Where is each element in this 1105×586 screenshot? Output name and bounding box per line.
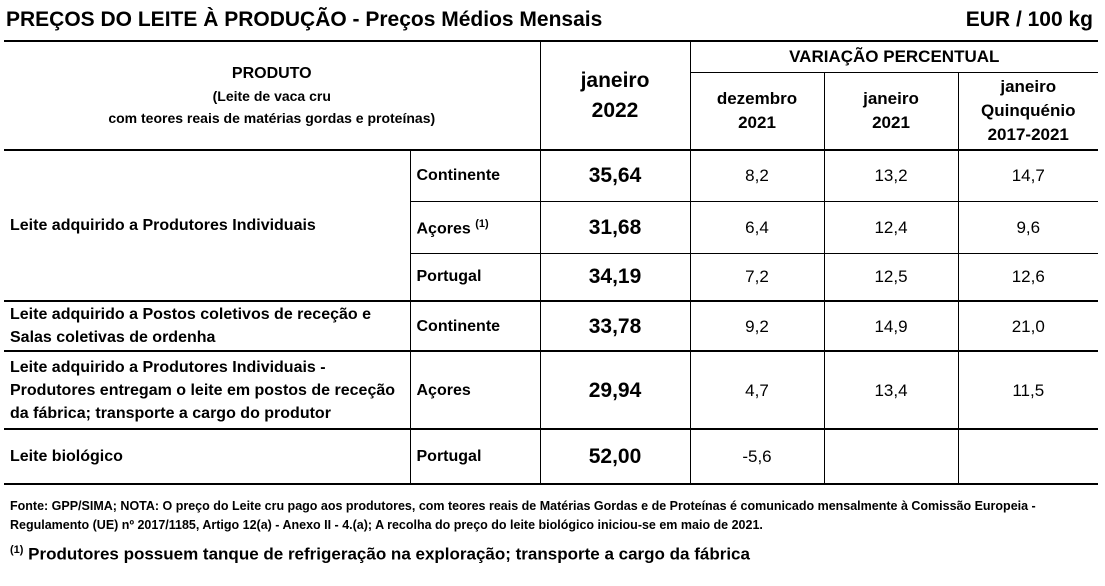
table-row: Leite adquirido a Produtores Individuais… xyxy=(4,351,1099,430)
price-value: 52,00 xyxy=(540,429,691,485)
group-label-postos-rececao-fabrica: Leite adquirido a Produtores Individuais… xyxy=(4,351,411,430)
header-current-l2: 2022 xyxy=(591,98,639,122)
var-col-2-l3: 2017-2021 xyxy=(987,124,1069,144)
header-var-dec2021: dezembro 2021 xyxy=(690,72,825,151)
group-label-l1: Leite adquirido a Produtores Individuais… xyxy=(10,358,326,376)
header-produto-sub2: com teores reais de matérias gordas e pr… xyxy=(108,110,436,126)
var-jan-value: 14,9 xyxy=(824,301,959,352)
var-col-1-l2: 2021 xyxy=(872,112,910,132)
price-value: 34,19 xyxy=(540,253,691,302)
var-quinq-value: 21,0 xyxy=(958,301,1099,352)
region-cell: Portugal xyxy=(410,429,541,485)
var-quinq-value: 11,5 xyxy=(958,351,1099,430)
unit-label: EUR / 100 kg xyxy=(965,8,1093,31)
table-row: Leite adquirido a Produtores Individuais… xyxy=(4,150,1099,302)
price-value: 31,68 xyxy=(540,201,691,254)
region-cell: Portugal xyxy=(410,253,541,302)
var-dec-value: 8,2 xyxy=(690,150,825,202)
var-quinq-value: 12,6 xyxy=(958,253,1099,302)
region-label: Açores xyxy=(416,220,471,238)
header-current-l1: janeiro xyxy=(580,68,650,92)
header-current-period: janeiro 2022 xyxy=(540,41,691,151)
var-dec-value: -5,6 xyxy=(690,429,825,485)
milk-price-table: PRODUTO (Leite de vaca cru com teores re… xyxy=(4,40,1099,485)
group-label-leite-biologico: Leite biológico xyxy=(4,429,411,485)
group-label-postos-coletivos: Leite adquirido a Postos coletivos de re… xyxy=(4,301,411,352)
var-col-2-l1: janeiro xyxy=(1000,76,1057,96)
var-jan-value: 13,4 xyxy=(824,351,959,430)
region-cell: Continente xyxy=(410,150,541,202)
var-jan-value: 12,4 xyxy=(824,201,959,254)
region-cell: Açores (1) xyxy=(410,201,541,254)
source-note: Fonte: GPP/SIMA; NOTA: O preço do Leite … xyxy=(10,499,1036,532)
header-produto: PRODUTO (Leite de vaca cru com teores re… xyxy=(4,41,541,151)
header-produto-sub1: (Leite de vaca cru xyxy=(212,88,331,104)
table-row: Leite biológico Portugal 52,00 -5,6 xyxy=(4,429,1099,485)
var-col-0-l2: 2021 xyxy=(738,112,776,132)
var-jan-value: 12,5 xyxy=(824,253,959,302)
var-quinq-value xyxy=(958,429,1099,485)
footnote-marker: (1) xyxy=(10,544,24,556)
var-quinq-value: 9,6 xyxy=(958,201,1099,254)
var-dec-value: 9,2 xyxy=(690,301,825,352)
header-variacao: VARIAÇÃO PERCENTUAL xyxy=(690,41,1099,73)
var-col-0-l1: dezembro xyxy=(716,88,798,108)
footnote-text: Produtores possuem tanque de refrigeraçã… xyxy=(23,544,750,564)
var-jan-value: 13,2 xyxy=(824,150,959,202)
var-quinq-value: 14,7 xyxy=(958,150,1099,202)
var-dec-value: 4,7 xyxy=(690,351,825,430)
table-row: Açores (1) 31,68 6,4 12,4 9,6 xyxy=(4,201,1099,254)
header-produto-label: PRODUTO xyxy=(231,65,312,82)
price-value: 35,64 xyxy=(540,150,691,202)
page-title: PREÇOS DO LEITE À PRODUÇÃO - Preços Médi… xyxy=(6,8,603,31)
header-var-jan2021: janeiro 2021 xyxy=(824,72,959,151)
var-dec-value: 6,4 xyxy=(690,201,825,254)
price-value: 29,94 xyxy=(540,351,691,430)
group-label-l3: da fábrica; transporte a cargo do produt… xyxy=(10,404,331,422)
footnote: (1) Produtores possuem tanque de refrige… xyxy=(10,544,750,565)
group-label-l2: Salas coletivas de ordenha xyxy=(10,329,216,346)
group-label-l1: Leite adquirido a Postos coletivos de re… xyxy=(10,306,372,323)
var-col-1-l1: janeiro xyxy=(863,88,919,108)
table-row: Portugal 34,19 7,2 12,5 12,6 xyxy=(4,253,1099,302)
var-col-2-l2: Quinquénio xyxy=(981,100,1076,120)
table-row: Leite adquirido a Postos coletivos de re… xyxy=(4,301,1099,352)
var-jan-value xyxy=(824,429,959,485)
var-dec-value: 7,2 xyxy=(690,253,825,302)
region-cell: Açores xyxy=(410,351,541,430)
footnote-marker: (1) xyxy=(475,218,489,231)
group-label-l2: Produtores entregam o leite em postos de… xyxy=(10,381,396,399)
price-value: 33,78 xyxy=(540,301,691,352)
group-label-produtores-individuais: Leite adquirido a Produtores Individuais xyxy=(4,150,411,302)
header-var-quinquenio: janeiro Quinquénio 2017-2021 xyxy=(958,72,1099,151)
region-cell: Continente xyxy=(410,301,541,352)
